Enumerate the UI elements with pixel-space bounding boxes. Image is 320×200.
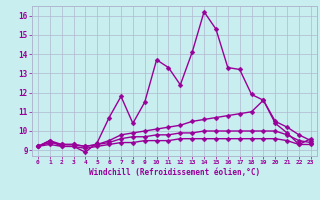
- X-axis label: Windchill (Refroidissement éolien,°C): Windchill (Refroidissement éolien,°C): [89, 168, 260, 177]
